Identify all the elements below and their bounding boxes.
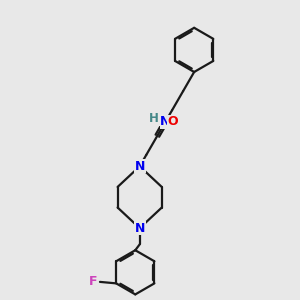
Text: O: O xyxy=(167,115,178,128)
Text: F: F xyxy=(89,275,98,288)
Text: N: N xyxy=(134,222,145,235)
Text: H: H xyxy=(149,112,159,125)
Text: N: N xyxy=(160,115,171,128)
Text: N: N xyxy=(134,160,145,173)
